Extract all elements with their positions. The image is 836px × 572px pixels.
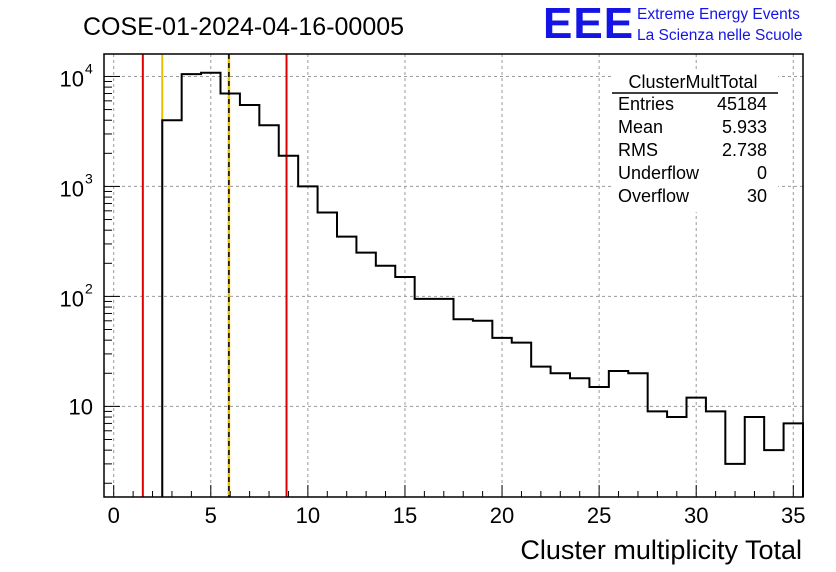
y-tick-exponent: 4 [85, 60, 93, 76]
eee-logo-line2: La Scienza nelle Scuole [637, 27, 802, 44]
y-tick-label: 10 4 [60, 60, 93, 91]
histogram-bin [667, 417, 686, 497]
histogram-bin [628, 373, 647, 497]
histogram-bin [201, 73, 220, 497]
run-title: COSE-01-2024-04-16-00005 [83, 13, 404, 41]
y-tick-base: 10 [60, 66, 84, 91]
x-tick-label: 20 [490, 503, 514, 528]
stats-row-rms: RMS 2.738 [618, 140, 767, 160]
histogram-bin [745, 417, 764, 497]
histogram-bin [570, 378, 589, 497]
histogram-bin [764, 450, 783, 497]
plot-frame [103, 53, 804, 498]
histogram-bin [279, 156, 298, 497]
histogram-bin [376, 266, 395, 497]
stats-row-value: 5.933 [722, 117, 767, 137]
x-tick-label: 5 [205, 503, 217, 528]
y-tick-base: 10 [60, 176, 84, 201]
stats-row-label: Mean [618, 117, 663, 137]
y-tick-label: 10 2 [60, 280, 93, 311]
histogram-bin [415, 299, 434, 497]
stats-row-value: 2.738 [722, 140, 767, 160]
histogram-bin [551, 373, 570, 497]
y-tick-exponent: 3 [85, 170, 93, 186]
histogram-series [161, 71, 804, 497]
x-axis-ticks: 0 5 10 15 20 25 30 35 [108, 485, 806, 528]
y-tick-base: 10 [69, 394, 93, 419]
histogram-bin [162, 120, 181, 497]
stats-box: ClusterMultTotal Entries 45184 Mean 5.93… [612, 70, 778, 212]
x-tick-label: 15 [393, 503, 417, 528]
stats-row-label: RMS [618, 140, 658, 160]
stats-row-value: 30 [747, 186, 767, 206]
histogram-bin [454, 319, 473, 497]
y-tick-exponent: 2 [85, 280, 93, 296]
histogram-bin [531, 367, 550, 497]
histogram-bin [182, 74, 201, 497]
stats-row-underflow: Underflow 0 [618, 163, 767, 183]
stats-row-overflow: Overflow 30 [618, 186, 767, 206]
x-tick-label: 10 [296, 503, 320, 528]
histogram-bin [259, 125, 278, 497]
stats-row-value: 45184 [717, 94, 767, 114]
x-tick-label: 35 [781, 503, 805, 528]
eee-logo: EEE Extreme Energy Events La Scienza nel… [543, 0, 802, 48]
histogram-bin [395, 277, 414, 497]
histogram-bin [706, 411, 725, 497]
stats-row-value: 0 [757, 163, 767, 183]
histogram-bin [337, 237, 356, 497]
eee-logo-mark: EEE [543, 0, 634, 48]
histogram-bin [434, 299, 453, 497]
histogram-bin [221, 93, 240, 497]
x-tick-label: 0 [108, 503, 120, 528]
y-tick-base: 10 [60, 286, 84, 311]
stats-row-label: Overflow [618, 186, 690, 206]
y-tick-label: 10 3 [60, 170, 93, 201]
histogram-bin [473, 321, 492, 497]
histogram-bin [492, 338, 511, 497]
y-tick-label: 10 [69, 394, 93, 419]
stats-box-title: ClusterMultTotal [628, 72, 757, 92]
histogram-bin [318, 212, 337, 497]
x-axis-label: Cluster multiplicity Total [520, 535, 802, 565]
histogram-bin [298, 186, 317, 497]
stats-row-entries: Entries 45184 [618, 94, 767, 114]
stats-row-mean: Mean 5.933 [618, 117, 767, 137]
eee-logo-line1: Extreme Energy Events [637, 6, 800, 23]
histogram-bin [512, 343, 531, 497]
stats-row-label: Underflow [618, 163, 700, 183]
x-tick-label: 25 [587, 503, 611, 528]
histogram-bin [589, 387, 608, 497]
histogram-bin [687, 398, 706, 497]
x-tick-label: 30 [684, 503, 708, 528]
histogram-bin [609, 371, 628, 497]
histogram-bin [648, 411, 667, 497]
histogram-bin [356, 253, 375, 497]
histogram-bin [240, 105, 259, 497]
stats-row-label: Entries [618, 94, 674, 114]
